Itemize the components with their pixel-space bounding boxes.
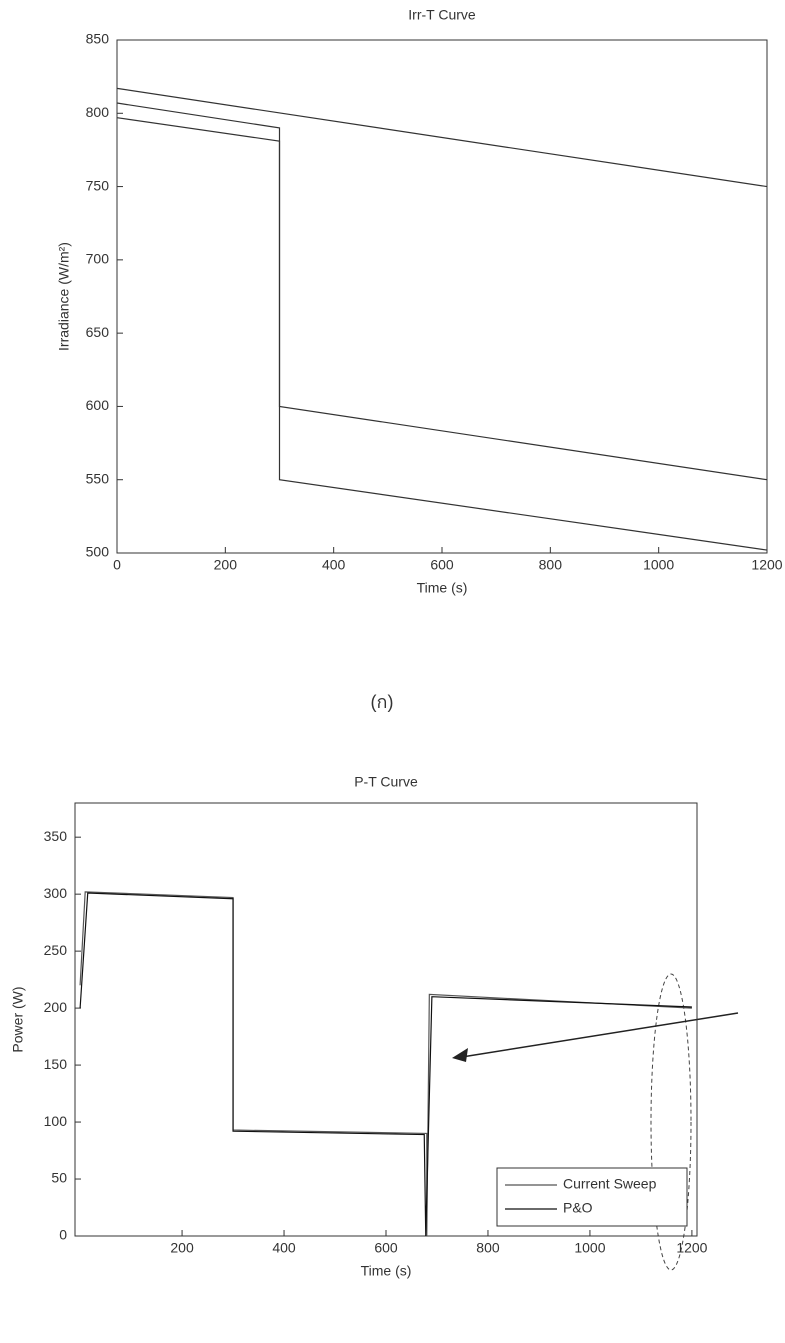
data-line: [116, 87, 768, 188]
y-tick-label: 200: [44, 999, 68, 1015]
x-tick-label: 800: [476, 1240, 500, 1256]
x-tick-label: 200: [214, 557, 238, 573]
legend-box: [496, 1167, 688, 1227]
y-tick-label: 750: [86, 177, 110, 193]
x-tick-label: 600: [430, 557, 454, 573]
highlight-ellipse: [650, 973, 692, 1271]
plot-frame: [116, 39, 768, 554]
data-line: [116, 102, 768, 481]
x-tick-label: 400: [272, 1240, 296, 1256]
y-tick-label: 550: [86, 470, 110, 486]
y-tick-label: 650: [86, 324, 110, 340]
y-tick-label: 150: [44, 1056, 68, 1072]
y-tick-label: 500: [86, 544, 110, 560]
x-tick-label: 800: [539, 557, 563, 573]
legend-label: P&O: [563, 1200, 593, 1216]
x-tick-label: 1000: [643, 557, 674, 573]
y-tick-label: 250: [44, 942, 68, 958]
arrow: [461, 1012, 739, 1058]
x-axis-label: Time (s): [361, 1263, 412, 1279]
y-tick-label: 700: [86, 251, 110, 267]
y-tick-label: 600: [86, 397, 110, 413]
legend-label: Current Sweep: [563, 1176, 657, 1192]
data-line: [79, 892, 692, 1237]
data-line: [116, 117, 768, 551]
x-tick-label: 0: [113, 557, 121, 573]
y-tick-label: 350: [44, 828, 68, 844]
x-tick-label: 400: [322, 557, 346, 573]
y-tick-label: 50: [51, 1170, 67, 1186]
x-tick-label: 1200: [751, 557, 782, 573]
y-axis-label: Irradiance (W/m²): [56, 242, 72, 351]
y-tick-label: 100: [44, 1113, 68, 1129]
y-tick-label: 850: [86, 31, 110, 47]
x-axis-label: Time (s): [417, 580, 468, 596]
y-tick-label: 0: [59, 1227, 67, 1243]
y-tick-label: 800: [86, 104, 110, 120]
x-tick-label: 1000: [574, 1240, 605, 1256]
arrow-head: [452, 1048, 468, 1062]
data-line: [79, 891, 692, 1237]
chart-title: Irr-T Curve: [408, 7, 476, 23]
caption: (ก): [371, 692, 394, 712]
y-tick-label: 300: [44, 885, 68, 901]
x-tick-label: 200: [170, 1240, 194, 1256]
x-tick-label: 600: [374, 1240, 398, 1256]
chart-title: P-T Curve: [354, 774, 418, 790]
y-axis-label: Power (W): [10, 986, 26, 1052]
x-tick-label: 1200: [676, 1240, 707, 1256]
